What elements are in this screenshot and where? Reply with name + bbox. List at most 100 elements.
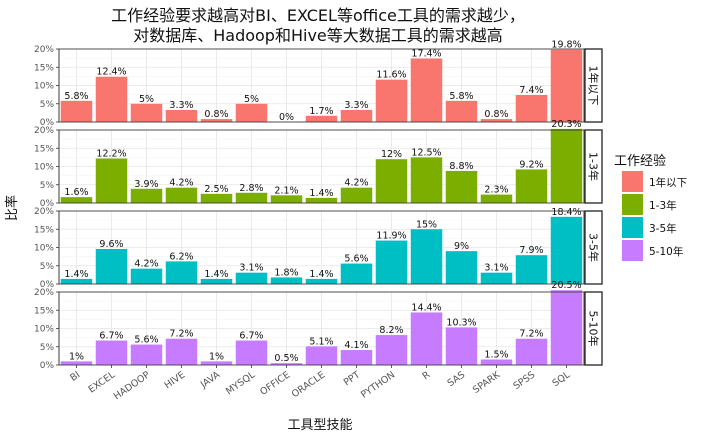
bar-r [410,312,443,365]
legend-key-4 [622,240,643,261]
bar-label: 19.8% [551,40,581,51]
bar-java [200,193,233,203]
y-tick-label: 20% [34,126,54,136]
panel-border [58,210,585,285]
bar-excel [95,158,128,203]
bar-r [410,157,443,203]
bar-mysql [235,103,268,122]
bar-spark [480,359,513,365]
y-tick-label: 5% [40,343,55,353]
x-tick-label-java: JAVA [198,369,223,391]
bar-mysql [235,272,268,284]
y-tick-label: 20% [34,288,54,298]
y-tick-label: 5% [40,100,55,110]
bar-java [200,361,233,365]
bar-label: 7.9% [519,245,543,256]
bar-ppt [340,350,373,365]
bar-label: 1.4% [64,269,88,280]
bar-ppt [340,187,373,203]
facet-panels: 0% 5% 10% 15% 20% 5.8% 12.4% 5% 3.3% 0.8% 5% 0% 1.7%… [34,40,603,371]
x-tick-label-mysql: MYSQL [224,369,258,397]
facet-strip-label: 1-3年 [587,152,601,181]
y-tick-label: 0% [40,199,55,209]
bar-label: 1.4% [309,188,333,199]
bar-label: 17.4% [411,48,441,59]
bar-label: 5.6% [344,254,368,265]
bar-label: 18.4% [551,207,581,218]
x-tick-label-office: OFFICE [258,369,292,397]
bar-java [200,278,233,284]
bar-label: 4.2% [344,178,368,189]
bar-label: 1.4% [309,269,333,280]
y-tick-label: 15% [34,63,54,73]
bar-mysql [235,192,268,203]
bar-label: 0.8% [484,109,508,120]
legend-key-1 [622,171,643,192]
bar-hive [165,187,198,203]
x-tick-label-bi: BI [68,369,82,383]
bar-label: 1.4% [204,269,228,280]
bar-oracle [305,197,338,203]
bar-python [375,79,408,122]
bar-label: 6.2% [169,251,193,262]
x-tick-label-spark: SPARK [471,369,503,396]
bar-label: 5% [139,94,154,105]
x-tick-label-spss: SPSS [511,369,537,392]
bar-sql [550,128,583,203]
bar-hadoop [130,344,163,365]
facet-strip [584,291,603,366]
bar-oracle [305,278,338,284]
legend-key-2 [622,194,643,215]
bar-label: 2.3% [484,185,508,196]
bar-label: 1.6% [64,187,88,198]
bar-office [270,277,303,284]
facet-panel-4: 0% 5% 10% 15% 20% 1% 6.7% 5.6% 7.2% 1% 6.7% 0.5% 5.1… [34,280,603,371]
bar-spss [515,94,548,122]
bar-bi [60,100,93,122]
bar-spss [515,338,548,365]
facet-panel-1: 0% 5% 10% 15% 20% 5.8% 12.4% 5% 3.3% 0.8% 5% 0% 1.7%… [34,40,603,128]
bar-label: 6.7% [99,331,123,342]
x-axis-title: 工具型技能 [287,418,352,433]
x-tick-label-ppt: PPT [342,369,363,388]
legend-title: 工作经验 [614,153,666,169]
bar-spark [480,194,513,203]
bar-ppt [340,263,373,284]
bar-spss [515,169,548,203]
bar-label: 11.9% [376,231,406,242]
bar-label: 5.1% [309,336,333,347]
bar-label: 4.2% [169,178,193,189]
facet-strip [584,210,603,285]
bar-label: 3.3% [169,100,193,111]
y-tick-label: 10% [34,163,54,173]
bar-label: 8.2% [379,325,403,336]
legend-label-2: 1-3年 [649,199,677,212]
bar-excel [95,248,128,284]
bar-bi [60,278,93,284]
x-tick-label-sas: SAS [446,369,468,389]
panel-border [58,48,585,123]
bar-label: 5.6% [134,335,158,346]
bar-label: 15% [416,219,437,230]
bar-label: 5.8% [449,91,473,102]
bar-label: 3.1% [484,263,508,274]
x-tick-label-r: R [420,369,432,382]
x-tick-label-python: PYTHON [359,369,397,400]
bar-hadoop [130,188,163,203]
bar-python [375,335,408,365]
y-axis-title: 比率 [4,195,20,221]
bar-hadoop [130,268,163,284]
legend-label-3: 3-5年 [649,222,677,235]
y-tick-label: 5% [40,262,55,272]
bar-label: 7.4% [519,85,543,96]
bar-label: 14.4% [411,302,441,313]
x-tick-label-sql: SQL [551,369,573,389]
y-tick-label: 15% [34,144,54,154]
bar-bi [60,361,93,365]
bar-label: 2.1% [274,185,298,196]
bar-excel [95,76,128,122]
y-tick-label: 20% [34,207,54,217]
bar-label: 11.6% [376,70,406,81]
bar-label: 1% [69,351,84,362]
